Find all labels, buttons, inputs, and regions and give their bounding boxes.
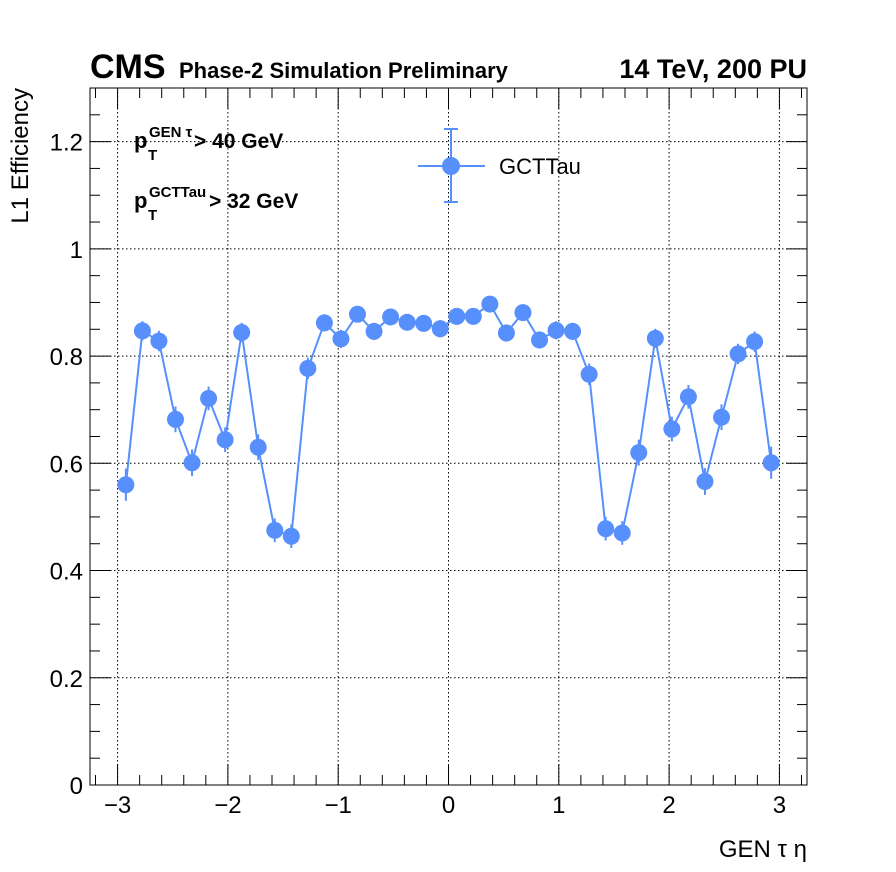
data-point [299, 359, 317, 377]
tick-labels: −3 −2 −1 0 1 2 3 0 0.2 0.4 0.6 0.8 1 1.2 [50, 130, 786, 819]
data-point [266, 521, 284, 539]
data-point [762, 454, 780, 472]
reco-pt-cut-label: p GCTTau T > 32 GeV [134, 184, 298, 224]
data-point [613, 524, 631, 542]
legend: GCTTau [418, 128, 581, 203]
svg-text:GEN τ: GEN τ [149, 124, 193, 141]
data-point [365, 322, 383, 340]
data-point [431, 320, 449, 338]
y-tick-label: 1 [70, 237, 83, 264]
data-point [415, 314, 433, 332]
data-point [481, 295, 499, 313]
data-point [382, 308, 400, 326]
y-tick-label: 0.2 [50, 666, 83, 693]
y-tick-label: 0 [70, 773, 83, 800]
svg-text:p: p [134, 188, 147, 213]
data-point [233, 323, 251, 341]
data-point [117, 476, 135, 494]
data-point [564, 322, 582, 340]
x-tick-label: 2 [662, 792, 675, 819]
data-point [646, 329, 664, 347]
svg-text:> 40 GeV: > 40 GeV [194, 130, 283, 153]
x-tick-label: −1 [325, 792, 352, 819]
x-tick-label: 3 [773, 792, 786, 819]
data-point [282, 527, 300, 545]
data-point [200, 389, 218, 407]
y-tick-label: 0.8 [50, 344, 83, 371]
data-point [332, 330, 350, 348]
data-point [348, 305, 366, 323]
data-point [497, 324, 515, 342]
data-point [630, 444, 648, 462]
data-point [580, 365, 598, 383]
x-tick-label: −2 [214, 792, 241, 819]
data-point [729, 345, 747, 363]
data-point [696, 473, 714, 491]
data-point [746, 333, 764, 351]
y-axis-title: L1 Efficiency [7, 88, 34, 224]
gen-pt-cut-label: p GEN τ T > 40 GeV [134, 124, 283, 164]
data-point [514, 304, 532, 322]
y-tick-label: 1.2 [50, 130, 83, 157]
data-point [216, 431, 234, 449]
data-point [398, 313, 416, 331]
series-line [124, 302, 773, 538]
data-point [150, 332, 168, 350]
data-point [547, 321, 565, 339]
x-axis-title: GEN τ η [719, 836, 807, 863]
data-point [464, 307, 482, 325]
x-tick-label: −3 [104, 792, 131, 819]
data-point [597, 520, 615, 538]
series-gcttau [117, 295, 780, 549]
svg-text:GCTTau: GCTTau [149, 184, 206, 201]
svg-text:> 32 GeV: > 32 GeV [209, 190, 298, 213]
x-tick-label: 0 [442, 792, 455, 819]
data-point [315, 314, 333, 332]
data-point [448, 307, 466, 325]
legend-marker [442, 157, 460, 175]
data-point [663, 420, 681, 438]
data-point [133, 322, 151, 340]
svg-text:p: p [134, 128, 147, 153]
data-point [183, 454, 201, 472]
data-point [166, 410, 184, 428]
grid-lines [90, 88, 807, 785]
data-point [713, 408, 731, 426]
y-tick-label: 0.6 [50, 451, 83, 478]
experiment-label: CMS [90, 48, 166, 86]
data-point [679, 388, 697, 406]
data-point [531, 331, 549, 349]
status-label: Phase-2 Simulation Preliminary [179, 58, 509, 83]
x-tick-label: 1 [552, 792, 565, 819]
svg-text:T: T [148, 207, 157, 224]
data-point [249, 438, 267, 456]
y-tick-label: 0.4 [50, 559, 83, 586]
svg-text:T: T [148, 147, 157, 164]
legend-label: GCTTau [499, 154, 581, 179]
conditions-label: 14 TeV, 200 PU [619, 54, 807, 84]
axis-ticks [90, 88, 807, 786]
